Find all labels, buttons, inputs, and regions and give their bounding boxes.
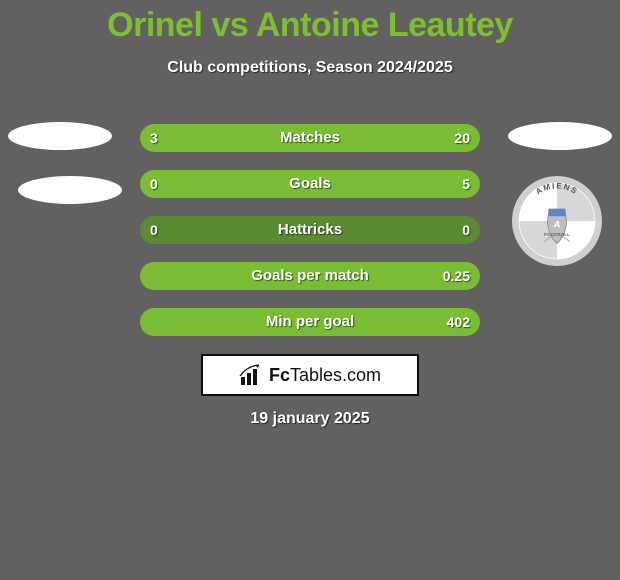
stat-bars: 320Matches 05Goals 0 0Hattricks 0.25Goals pe…: [140, 124, 480, 354]
logo-bold: Fc: [269, 365, 290, 385]
left-crest-ellipse-2: [18, 176, 122, 204]
bar-right-fill: [140, 170, 480, 198]
bar-right-fill: [140, 308, 480, 336]
stat-bar-row: 0.25Goals per match: [140, 262, 480, 290]
svg-text:A: A: [553, 219, 561, 230]
bar-value-right: 0: [462, 216, 470, 244]
bar-right-fill: [184, 124, 480, 152]
stat-bar-row: 320Matches: [140, 124, 480, 152]
comparison-infographic: Orinel vs Antoine Leautey Club competiti…: [0, 0, 620, 580]
bar-value-left: 0: [150, 216, 158, 244]
page-subtitle: Club competitions, Season 2024/2025: [0, 59, 620, 77]
footer-date: 19 january 2025: [0, 410, 620, 428]
fctables-logo-box: FcTables.com: [201, 354, 419, 396]
stat-bar-row: 05Goals: [140, 170, 480, 198]
amiens-crest-icon: AMIENS A FOOTBALL: [517, 181, 597, 261]
stat-bar-row: 0 0Hattricks: [140, 216, 480, 244]
stat-bar-row: 402Min per goal: [140, 308, 480, 336]
bar-chart-icon: [239, 363, 263, 387]
logo-rest: Tables.com: [290, 365, 381, 385]
logo-text: FcTables.com: [269, 365, 381, 386]
right-club-crest: AMIENS A FOOTBALL: [512, 176, 602, 266]
bar-left-fill: [140, 124, 184, 152]
bar-label: Hattricks: [140, 216, 480, 244]
bar-right-fill: [140, 262, 480, 290]
right-crest-ellipse: [508, 122, 612, 150]
left-crest-ellipse-1: [8, 122, 112, 150]
page-title: Orinel vs Antoine Leautey: [0, 0, 620, 45]
